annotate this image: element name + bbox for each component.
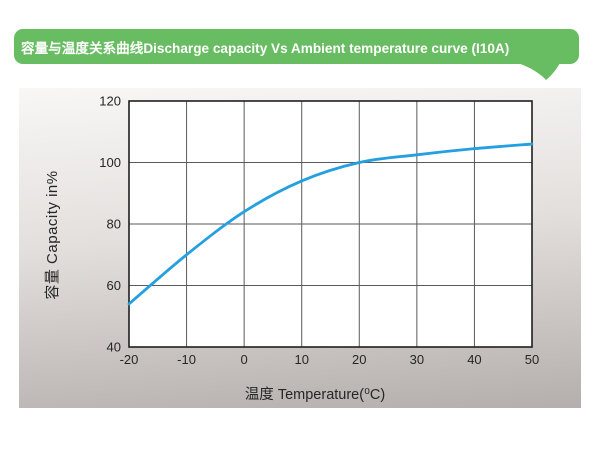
y-tick-label: 100: [99, 155, 121, 170]
y-tick-label: 120: [99, 94, 121, 109]
capacity-curve: [127, 142, 534, 306]
y-tick-label: 60: [107, 278, 121, 293]
x-axis-title: 温度 Temperature(⁰C): [245, 386, 385, 403]
x-tick-label: 50: [525, 352, 539, 367]
x-tick-label: 0: [241, 352, 248, 367]
plot-border: [128, 100, 533, 348]
capacity-temperature-chart: -20 -10 0 10 20 30 40 50 40 60 80 100 120 温度 Temperat…: [44, 94, 539, 404]
x-tick-label: 40: [467, 352, 481, 367]
banner-tail-icon: [518, 63, 560, 80]
y-tick-label: 80: [107, 217, 121, 232]
x-tick-label: 30: [410, 352, 424, 367]
chart-panel: -20 -10 0 10 20 30 40 50 40 60 80 100 120 温度 Temperat…: [19, 88, 581, 408]
x-tick-label: -10: [177, 352, 196, 367]
x-tick-label: 20: [352, 352, 366, 367]
chart-title-banner: 容量与温度关系曲线Discharge capacity Vs Ambient t…: [14, 29, 579, 64]
x-tick-label: 10: [294, 352, 308, 367]
x-tick-label: -20: [120, 352, 139, 367]
y-axis-title: 容量 Capacity in%: [44, 170, 61, 299]
y-tick-label: 40: [107, 340, 121, 355]
chart-title: 容量与温度关系曲线Discharge capacity Vs Ambient t…: [21, 40, 510, 56]
